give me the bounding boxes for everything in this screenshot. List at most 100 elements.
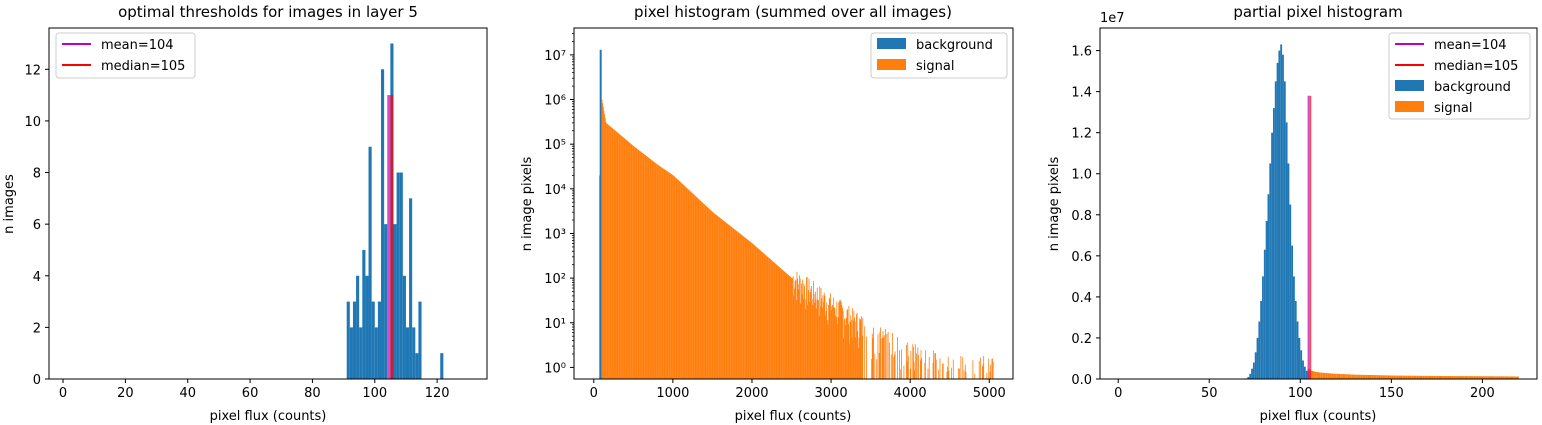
signal-bar — [755, 246, 757, 379]
signal-bar — [982, 364, 984, 379]
signal-bar — [1329, 373, 1332, 379]
signal-bar — [619, 134, 621, 379]
signal-bar — [757, 248, 759, 379]
signal-bar — [670, 173, 672, 379]
signal-bar — [693, 194, 695, 379]
signal-bar — [697, 198, 699, 379]
signal-bar — [1513, 376, 1516, 379]
y-tick-label: 1.4 — [1071, 86, 1092, 101]
signal-bar — [618, 133, 619, 379]
chart-2-x-ticks: 0 1000 2000 3000 4000 5000 — [590, 379, 1006, 401]
signal-bar — [873, 327, 874, 379]
signal-bar — [642, 153, 643, 379]
signal-bar — [636, 148, 638, 379]
signal-bar — [1451, 376, 1454, 379]
signal-bar — [785, 272, 786, 379]
signal-bar — [775, 263, 776, 379]
signal-bar — [677, 179, 679, 379]
signal-bar — [989, 371, 991, 379]
signal-bar — [1502, 376, 1505, 379]
signal-bar — [667, 171, 669, 379]
background-bar — [1247, 376, 1250, 379]
signal-bar — [639, 150, 640, 379]
signal-bar — [814, 302, 816, 379]
signal-bar — [849, 321, 851, 379]
signal-bar — [882, 331, 884, 379]
signal-bar — [716, 215, 718, 379]
signal-bar — [658, 165, 660, 379]
signal-bar — [888, 342, 890, 379]
signal-bar — [856, 314, 857, 379]
signal-bar — [823, 301, 824, 379]
y-tick-label: 0.2 — [1071, 332, 1092, 347]
signal-bar — [825, 310, 827, 379]
signal-bar — [742, 235, 743, 379]
y-tick-label: 10³ — [544, 227, 566, 242]
signal-bar — [718, 216, 719, 379]
signal-bar — [676, 179, 678, 379]
y-tick-label: 10¹ — [544, 317, 566, 332]
signal-bar — [620, 134, 621, 379]
signal-bar — [854, 321, 856, 379]
signal-bar — [702, 202, 704, 379]
signal-bar — [809, 292, 811, 379]
signal-bar — [1318, 372, 1321, 379]
signal-bar — [756, 247, 758, 379]
signal-bar — [692, 193, 693, 379]
chart-3-marks — [1245, 44, 1519, 380]
background-bar — [1265, 220, 1268, 379]
signal-bar — [700, 200, 702, 379]
signal-bar — [630, 143, 631, 379]
signal-bar — [626, 140, 628, 379]
chart-1-marks — [346, 43, 444, 380]
signal-bar — [918, 354, 919, 379]
signal-bar — [633, 146, 635, 379]
chart-3: partial pixel histogram 1e7 0 50 100 150 200… — [1047, 3, 1538, 424]
signal-bar — [761, 251, 762, 379]
signal-bar — [1394, 375, 1397, 379]
signal-bar — [810, 288, 812, 379]
signal-bar — [797, 278, 799, 379]
signal-bar — [659, 166, 661, 379]
x-tick-label: 0 — [59, 386, 67, 401]
signal-bar — [1476, 376, 1479, 379]
signal-bar — [696, 197, 698, 379]
signal-bar — [1418, 375, 1421, 379]
signal-bar — [919, 360, 921, 379]
signal-bar — [1413, 375, 1416, 379]
histogram-bar — [412, 327, 416, 379]
signal-bar — [1313, 371, 1315, 379]
signal-bar — [1496, 376, 1499, 379]
background-bar — [1278, 50, 1281, 379]
signal-bar — [1438, 375, 1441, 379]
signal-bar — [1396, 375, 1399, 379]
signal-bar — [629, 142, 631, 379]
signal-bar — [811, 298, 813, 379]
signal-bar — [843, 337, 845, 379]
signal-bar — [728, 224, 730, 379]
signal-bar — [640, 152, 642, 379]
signal-bar — [745, 238, 747, 379]
signal-bar — [1356, 374, 1359, 379]
signal-bar — [838, 301, 840, 379]
signal-bar — [1376, 375, 1379, 379]
signal-bar — [614, 130, 616, 379]
x-tick-label: 40 — [179, 386, 196, 401]
signal-bar — [1425, 375, 1428, 379]
signal-bar — [978, 361, 980, 379]
signal-bar — [1489, 376, 1492, 379]
signal-bar — [604, 118, 606, 380]
signal-bar — [1373, 375, 1375, 379]
signal-bar — [782, 269, 783, 379]
signal-bar — [1475, 376, 1477, 379]
signal-bar — [879, 332, 881, 379]
signal-bar — [877, 334, 879, 379]
signal-bar — [754, 245, 755, 379]
signal-bar — [759, 249, 761, 379]
signal-bar — [743, 236, 745, 379]
background-bar — [1262, 276, 1264, 379]
signal-bar — [1333, 373, 1335, 379]
background-bar — [1302, 360, 1304, 379]
chart-2-title: pixel histogram (summed over all images) — [634, 3, 952, 21]
